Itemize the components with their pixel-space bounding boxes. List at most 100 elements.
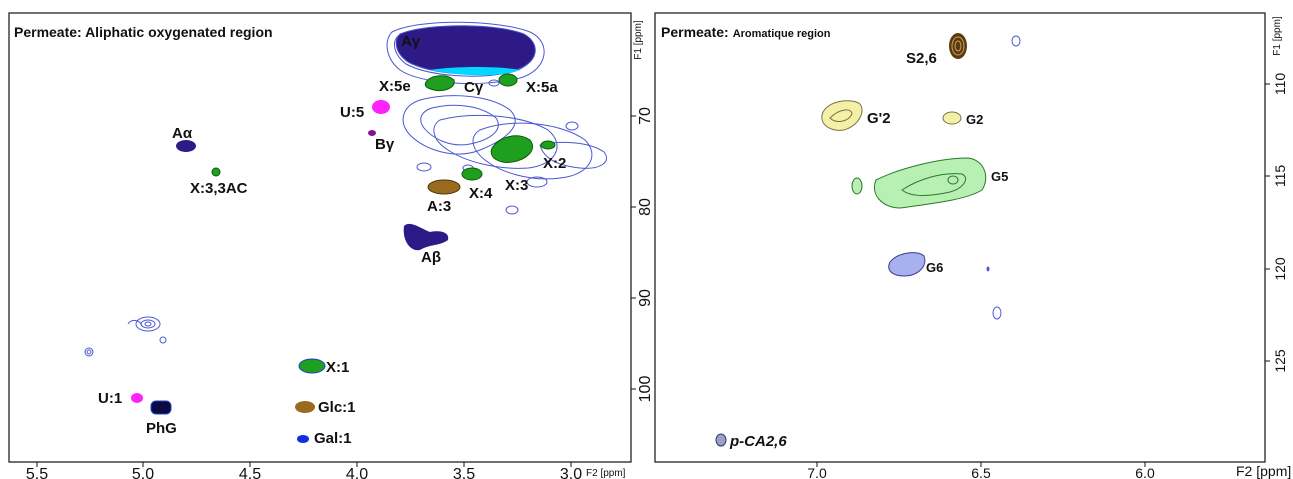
y-tick: 80 [637, 198, 654, 216]
label-b-gamma: Bγ [375, 136, 395, 153]
contour-outline [127, 319, 143, 327]
contour-outline [565, 121, 579, 131]
peak-x2-small [540, 140, 556, 150]
peak-x33ac [211, 167, 221, 177]
peak-g-prime-2-inner [829, 109, 853, 122]
peak-glc1 [295, 401, 315, 413]
right-peak-labels: S2,6 G'2 G2 G5 G6 p-CA2,6 [729, 50, 1008, 450]
label-g6: G6 [926, 260, 943, 275]
x-tick: 6.5 [971, 465, 991, 479]
peak-s26 [949, 33, 967, 59]
right-title-suffix: Aromatique region [733, 28, 831, 40]
label-c-gamma: Cγ [464, 79, 484, 96]
peak-x2-x3 [490, 135, 534, 163]
contour-outline [433, 114, 558, 169]
contour-outline [488, 79, 500, 87]
peak-c-gamma [430, 67, 520, 76]
label-a-alpha: Aα [172, 125, 193, 142]
left-plot-frame [8, 12, 632, 463]
peak-a-beta [403, 223, 449, 251]
contour-outline [159, 336, 167, 344]
peak-x5e [424, 75, 455, 91]
label-x4: X:4 [469, 185, 493, 202]
label-phg: PhG [146, 420, 177, 437]
x-tick: 4.0 [346, 466, 368, 479]
right-plot-title: Permeate: Aromatique region [661, 24, 831, 40]
contour-outline [420, 104, 499, 146]
peak-gal1 [297, 435, 309, 443]
contour-outline [416, 162, 432, 172]
x-tick: 4.5 [239, 466, 261, 479]
peak-a3 [427, 179, 461, 195]
y-tick: 110 [1272, 73, 1288, 96]
label-x5a: X:5a [526, 79, 558, 96]
label-x2: X:2 [543, 155, 566, 172]
contour-outline [135, 316, 161, 332]
contour-outline [505, 205, 519, 215]
y-axis-label: F1 [ppm] [633, 20, 644, 60]
label-gal1: Gal:1 [314, 430, 352, 447]
contour-outline [144, 321, 152, 327]
peak-u1 [131, 393, 143, 403]
label-s26: S2,6 [906, 50, 937, 67]
label-g2: G2 [966, 112, 983, 127]
peak-b-gamma [368, 130, 376, 136]
label-g-prime-2: G'2 [867, 110, 891, 127]
right-panel: Permeate: Aromatique region S2,6 G'2 G2 G… [654, 12, 1291, 479]
label-glc1: Glc:1 [318, 399, 356, 416]
left-x-axis: 5.5 5.0 4.5 4.0 3.5 3.0 F2 [ppm] [26, 462, 626, 479]
peak-x4 [461, 167, 483, 181]
label-x33ac: X:3,3AC [190, 180, 248, 197]
peak-g5-inner [901, 173, 966, 196]
peak-pca26 [715, 433, 727, 447]
left-peak-labels: Aγ Cγ X:5e X:5a U:5 Bγ Aα X:2 X:3 X:3,3A… [98, 33, 566, 447]
label-g5: G5 [991, 169, 1008, 184]
label-u5: U:5 [340, 104, 364, 121]
y-tick: 70 [637, 107, 654, 125]
contour-outline [986, 266, 990, 272]
peak-g5-core [947, 175, 959, 185]
right-x-axis: 7.0 6.5 6.0 F2 [ppm] [807, 462, 1291, 479]
peak-phg [150, 400, 172, 415]
left-panel: Permeate: Aliphatic oxygenated region [8, 12, 654, 479]
x-tick: 3.0 [560, 466, 582, 479]
y-tick: 90 [637, 289, 654, 307]
x-tick: 6.0 [1135, 465, 1155, 479]
peak-g5-side [851, 177, 863, 195]
x-tick: 5.0 [132, 466, 154, 479]
x-tick: 3.5 [453, 466, 475, 479]
label-x1: X:1 [326, 359, 349, 376]
contour-outline [386, 21, 545, 84]
contour-outline [402, 95, 516, 155]
x-tick: 5.5 [26, 466, 48, 479]
label-a3: A:3 [427, 198, 451, 215]
y-tick: 120 [1272, 257, 1288, 281]
peak-g6 [888, 252, 926, 277]
x-axis-label: F2 [ppm] [586, 468, 626, 479]
peak-a-alpha [176, 140, 196, 152]
right-plot-frame [654, 12, 1266, 463]
peak-x5a [498, 73, 518, 87]
label-x5e: X:5e [379, 78, 411, 95]
peak-x1 [298, 358, 326, 374]
label-a-gamma: Aγ [401, 33, 421, 50]
y-tick: 100 [637, 376, 654, 403]
y-axis-label: F1 [ppm] [1272, 16, 1283, 56]
peak-u5 [372, 100, 390, 114]
contour-outline [86, 349, 92, 355]
contour-outline [84, 347, 94, 357]
contour-outline [539, 141, 607, 169]
peak-g-prime-2 [821, 100, 863, 131]
x-tick: 7.0 [807, 465, 827, 479]
xylose-peaks [211, 73, 556, 374]
peak-g5 [874, 157, 987, 209]
right-y-axis: 110 115 120 125 F1 [ppm] [1265, 16, 1288, 373]
label-u1: U:1 [98, 390, 122, 407]
label-a-beta: Aβ [421, 249, 441, 266]
left-y-axis: 70 80 90 100 F1 [ppm] [631, 20, 654, 402]
right-title-main: Permeate: [661, 24, 729, 40]
contour-outline [1011, 35, 1021, 47]
x-axis-label: F2 [ppm] [1236, 463, 1291, 479]
label-pca26: p-CA2,6 [729, 433, 787, 450]
